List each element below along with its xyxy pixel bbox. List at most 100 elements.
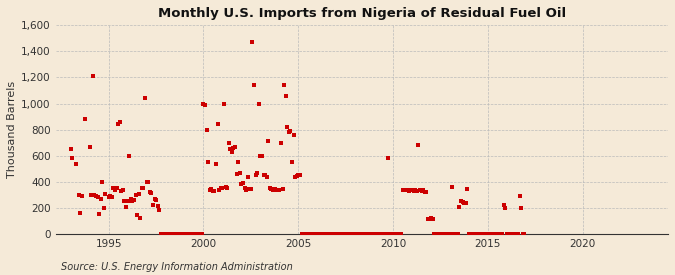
Point [433, 232, 444, 236]
Point [385, 232, 396, 236]
Point [423, 217, 433, 221]
Point [132, 213, 142, 217]
Point [468, 232, 479, 236]
Point [483, 232, 493, 236]
Point [351, 232, 362, 236]
Point [86, 192, 97, 197]
Point [233, 160, 244, 164]
Point [196, 232, 207, 236]
Point [313, 232, 324, 236]
Point [275, 141, 286, 145]
Point [329, 232, 340, 236]
Point [306, 232, 317, 236]
Point [438, 232, 449, 236]
Point [126, 197, 136, 201]
Point [302, 232, 313, 236]
Point [222, 185, 233, 190]
Point [454, 204, 465, 209]
Point [445, 232, 456, 236]
Point [431, 232, 441, 236]
Point [74, 192, 84, 197]
Point [274, 188, 285, 192]
Point [99, 206, 109, 210]
Point [406, 188, 417, 192]
Point [348, 232, 359, 236]
Point [242, 174, 253, 179]
Point [446, 185, 457, 189]
Point [159, 232, 169, 236]
Point [486, 232, 497, 236]
Point [478, 232, 489, 236]
Point [517, 232, 528, 236]
Point [456, 199, 466, 203]
Point [268, 187, 279, 192]
Text: Source: U.S. Energy Information Administration: Source: U.S. Energy Information Administ… [61, 262, 292, 272]
Point [516, 206, 526, 210]
Point [92, 195, 103, 200]
Point [273, 187, 284, 192]
Point [266, 187, 277, 191]
Point [130, 193, 141, 198]
Point [146, 191, 157, 195]
Point [220, 185, 231, 189]
Point [246, 187, 256, 191]
Point [405, 187, 416, 192]
Point [147, 202, 158, 207]
Point [80, 117, 90, 121]
Point [269, 187, 280, 191]
Point [162, 232, 173, 236]
Y-axis label: Thousand Barrels: Thousand Barrels [7, 81, 17, 178]
Point [304, 232, 315, 236]
Point [136, 186, 147, 191]
Point [371, 232, 381, 236]
Point [114, 120, 125, 125]
Point [160, 232, 171, 236]
Point [416, 189, 427, 193]
Point [255, 153, 266, 158]
Point [340, 232, 351, 236]
Point [375, 232, 386, 236]
Point [239, 186, 250, 191]
Point [206, 187, 217, 191]
Point [437, 232, 448, 236]
Point [353, 232, 364, 236]
Point [372, 232, 383, 236]
Point [342, 232, 352, 236]
Point [173, 232, 184, 236]
Point [386, 232, 397, 236]
Point [362, 232, 373, 236]
Point [282, 125, 293, 129]
Point [144, 190, 155, 194]
Point [186, 232, 196, 236]
Point [498, 203, 509, 207]
Point [451, 232, 462, 236]
Point [95, 197, 106, 202]
Point [214, 188, 225, 192]
Point [312, 232, 323, 236]
Point [500, 206, 511, 210]
Point [470, 232, 481, 236]
Point [107, 195, 117, 200]
Point [510, 232, 520, 236]
Point [261, 174, 272, 179]
Point [421, 189, 432, 194]
Point [252, 171, 263, 175]
Point [260, 172, 271, 177]
Point [346, 232, 357, 236]
Point [424, 217, 435, 221]
Point [124, 153, 134, 158]
Point [201, 127, 212, 132]
Point [217, 185, 228, 190]
Point [301, 232, 312, 236]
Point [219, 101, 230, 106]
Point [238, 181, 248, 185]
Point [460, 200, 471, 205]
Point [244, 187, 254, 191]
Point [337, 232, 348, 236]
Point [298, 232, 308, 236]
Point [412, 189, 423, 193]
Point [154, 208, 165, 212]
Point [97, 180, 108, 184]
Point [127, 199, 138, 204]
Point [475, 232, 485, 236]
